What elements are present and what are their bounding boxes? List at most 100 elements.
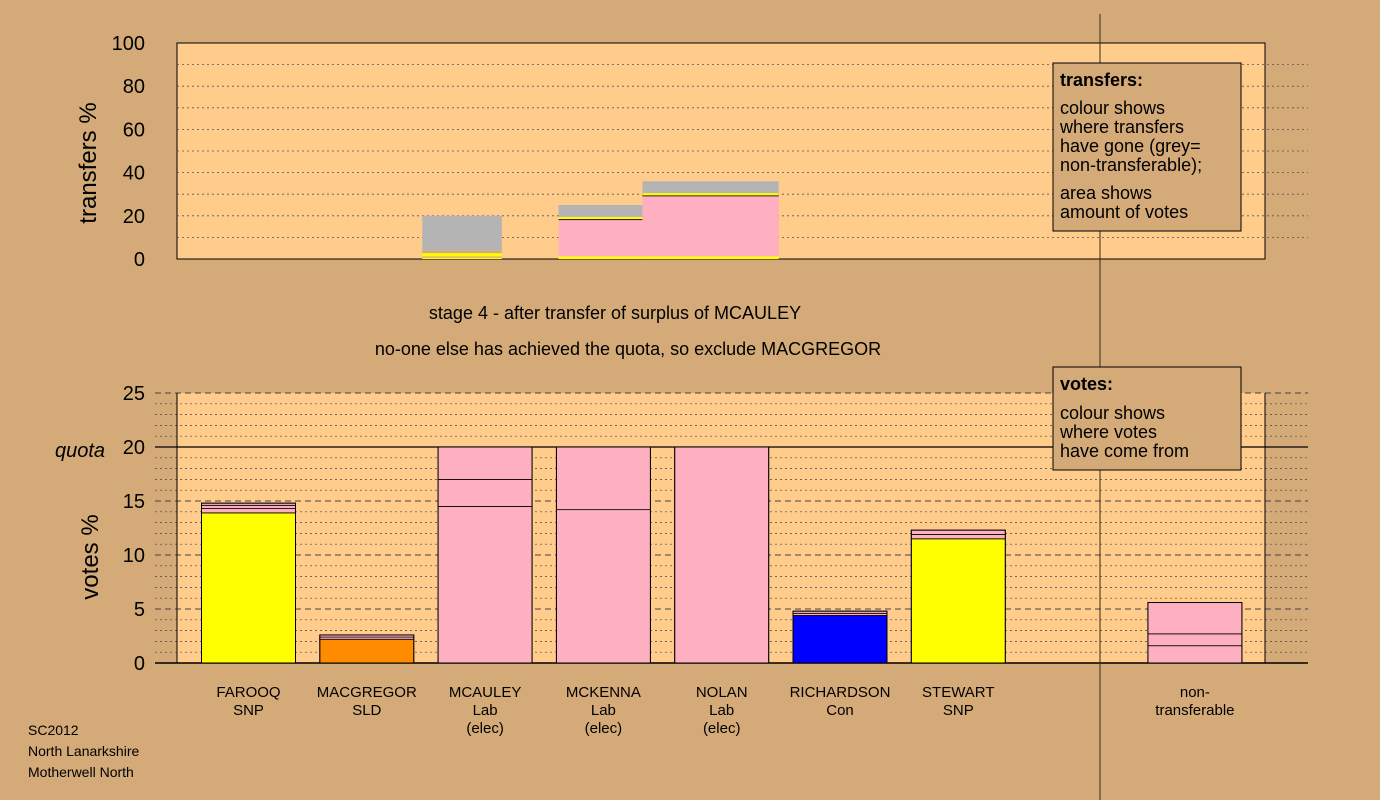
transfer-segment xyxy=(642,193,779,196)
transfers-y-tick-label: 0 xyxy=(134,249,145,271)
candidate-label: MCAULEY xyxy=(449,684,522,701)
candidate-label: Lab xyxy=(473,702,498,719)
candidate-label: RICHARDSON xyxy=(790,684,891,701)
vote-bar-outline xyxy=(792,610,888,664)
stage-title: stage 4 - after transfer of surplus of M… xyxy=(429,303,801,323)
vote-segment xyxy=(910,534,1006,540)
vote-segment xyxy=(556,446,651,511)
transfers-y-tick-labels: 0 20 40 60 80 100 xyxy=(112,33,145,271)
vote-bar-outline xyxy=(674,446,770,664)
transfers-legend-line: non-transferable); xyxy=(1060,155,1202,175)
vote-bar-outline xyxy=(437,446,533,664)
votes-y-tick-label: 10 xyxy=(123,545,145,567)
transfers-legend: transfers: colour shows where transfers … xyxy=(1052,62,1242,232)
vote-segment xyxy=(201,512,296,664)
footer: SC2012 North Lanarkshire Motherwell Nort… xyxy=(28,722,139,780)
candidate-label: Con xyxy=(826,702,854,719)
votes-y-tick-label: 25 xyxy=(123,383,145,405)
transfer-segment xyxy=(558,216,643,220)
votes-legend-line: have come from xyxy=(1060,441,1189,461)
vote-segment xyxy=(674,446,770,664)
transfers-legend-line: colour shows xyxy=(1060,98,1165,118)
votes-y-tick-label: 5 xyxy=(134,599,145,621)
candidate-labels: FAROOQSNPMACGREGORSLDMCAULEYLab(elec)MCK… xyxy=(216,684,1234,737)
transfer-segment xyxy=(642,196,779,257)
transfer-segment xyxy=(642,181,779,194)
candidate-label: Lab xyxy=(709,702,734,719)
vote-bar-outline xyxy=(201,502,296,664)
transfers-legend-title: transfers: xyxy=(1060,70,1143,90)
transfers-y-tick-label: 80 xyxy=(123,76,145,98)
transfers-y-tick-label: 60 xyxy=(123,119,145,141)
transfers-legend-line: area shows xyxy=(1060,183,1152,203)
transfer-segment xyxy=(558,205,643,217)
votes-legend: votes: colour shows where votes have com… xyxy=(1052,366,1242,471)
transfer-segment xyxy=(422,256,502,258)
vote-bar-outline xyxy=(555,446,651,664)
votes-y-tick-label: 20 xyxy=(123,437,145,459)
vote-segment xyxy=(556,509,651,664)
transfers-y-axis-label: transfers % xyxy=(75,102,102,223)
candidate-label: STEWART xyxy=(922,684,995,701)
transfer-segment xyxy=(642,195,779,197)
candidate-label: (elec) xyxy=(703,720,741,737)
candidate-label: SNP xyxy=(233,702,264,719)
transfers-legend-line: amount of votes xyxy=(1060,202,1188,222)
vote-segment xyxy=(319,638,415,664)
votes-legend-line: colour shows xyxy=(1060,403,1165,423)
candidate-label: Lab xyxy=(591,702,616,719)
votes-y-tick-labels: 0 5 10 15 20 25 xyxy=(123,383,145,675)
transfers-bars xyxy=(422,181,779,259)
votes-legend-box xyxy=(1052,366,1242,471)
vote-bar-outline xyxy=(319,634,415,664)
candidate-label: SLD xyxy=(352,702,381,719)
vote-segment xyxy=(437,446,533,480)
candidate-label: FAROOQ xyxy=(216,684,280,701)
transfer-segment xyxy=(558,220,643,257)
transfer-segment xyxy=(558,256,643,259)
candidate-label: SNP xyxy=(943,702,974,719)
votes-legend-line: where votes xyxy=(1059,422,1157,442)
transfer-segment xyxy=(422,257,502,259)
candidate-label: MACGREGOR xyxy=(317,684,417,701)
vote-segment xyxy=(910,529,1006,535)
vote-segment xyxy=(910,538,1006,664)
candidate-label: MCKENNA xyxy=(566,684,641,701)
vote-segment xyxy=(1147,645,1243,664)
vote-segment xyxy=(792,615,888,664)
transfer-segment xyxy=(558,219,643,221)
votes-bars xyxy=(201,446,1243,664)
vote-bar-outline xyxy=(1147,602,1243,664)
footer-council: North Lanarkshire xyxy=(28,743,139,759)
transfer-segment xyxy=(422,215,502,251)
transfers-legend-line: have gone (grey= xyxy=(1060,136,1201,156)
transfers-y-tick-label: 20 xyxy=(123,206,145,228)
footer-ward: Motherwell North xyxy=(28,764,134,780)
candidate-label: transferable xyxy=(1155,702,1234,719)
footer-contest: SC2012 xyxy=(28,722,79,738)
stage-subtitle: no-one else has achieved the quota, so e… xyxy=(375,339,881,359)
votes-y-tick-label: 15 xyxy=(123,491,145,513)
quota-label: quota xyxy=(55,440,105,462)
votes-legend-title: votes: xyxy=(1060,374,1113,394)
transfer-segment xyxy=(642,256,779,259)
vote-segment xyxy=(201,504,296,509)
vote-segment xyxy=(437,478,533,507)
candidate-label: non- xyxy=(1180,684,1210,701)
vote-segment xyxy=(201,508,296,514)
votes-y-tick-label: 0 xyxy=(134,653,145,675)
vote-bar-outline xyxy=(910,529,1006,664)
transfers-legend-box xyxy=(1052,62,1242,232)
vote-segment xyxy=(1147,633,1243,647)
candidate-label: (elec) xyxy=(466,720,504,737)
candidate-label: (elec) xyxy=(585,720,623,737)
transfer-segment xyxy=(422,250,502,254)
votes-y-axis-label: votes % xyxy=(77,514,104,599)
transfers-legend-line: where transfers xyxy=(1059,117,1184,137)
transfers-y-tick-label: 40 xyxy=(123,163,145,185)
transfers-y-tick-label: 100 xyxy=(112,33,145,55)
vote-segment xyxy=(1147,602,1243,635)
candidate-label: NOLAN xyxy=(696,684,748,701)
vote-segment xyxy=(437,505,533,664)
